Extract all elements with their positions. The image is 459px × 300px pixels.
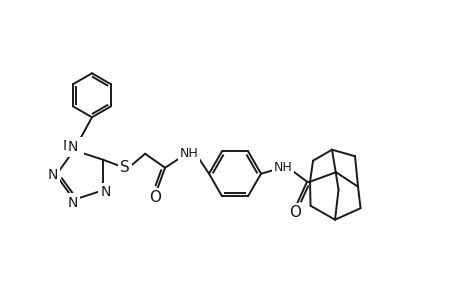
Text: NH: NH — [179, 147, 198, 160]
Text: N: N — [101, 186, 111, 200]
Text: N1: N1 — [63, 140, 82, 154]
Text: O: O — [288, 205, 300, 220]
Text: N: N — [48, 168, 58, 182]
Text: NH: NH — [273, 161, 292, 174]
Text: N: N — [47, 168, 57, 182]
Text: N: N — [68, 196, 78, 210]
Text: S: S — [120, 160, 129, 175]
Text: N: N — [68, 140, 78, 154]
Text: N: N — [100, 185, 111, 199]
Text: O: O — [149, 190, 161, 205]
Text: N: N — [67, 196, 78, 211]
